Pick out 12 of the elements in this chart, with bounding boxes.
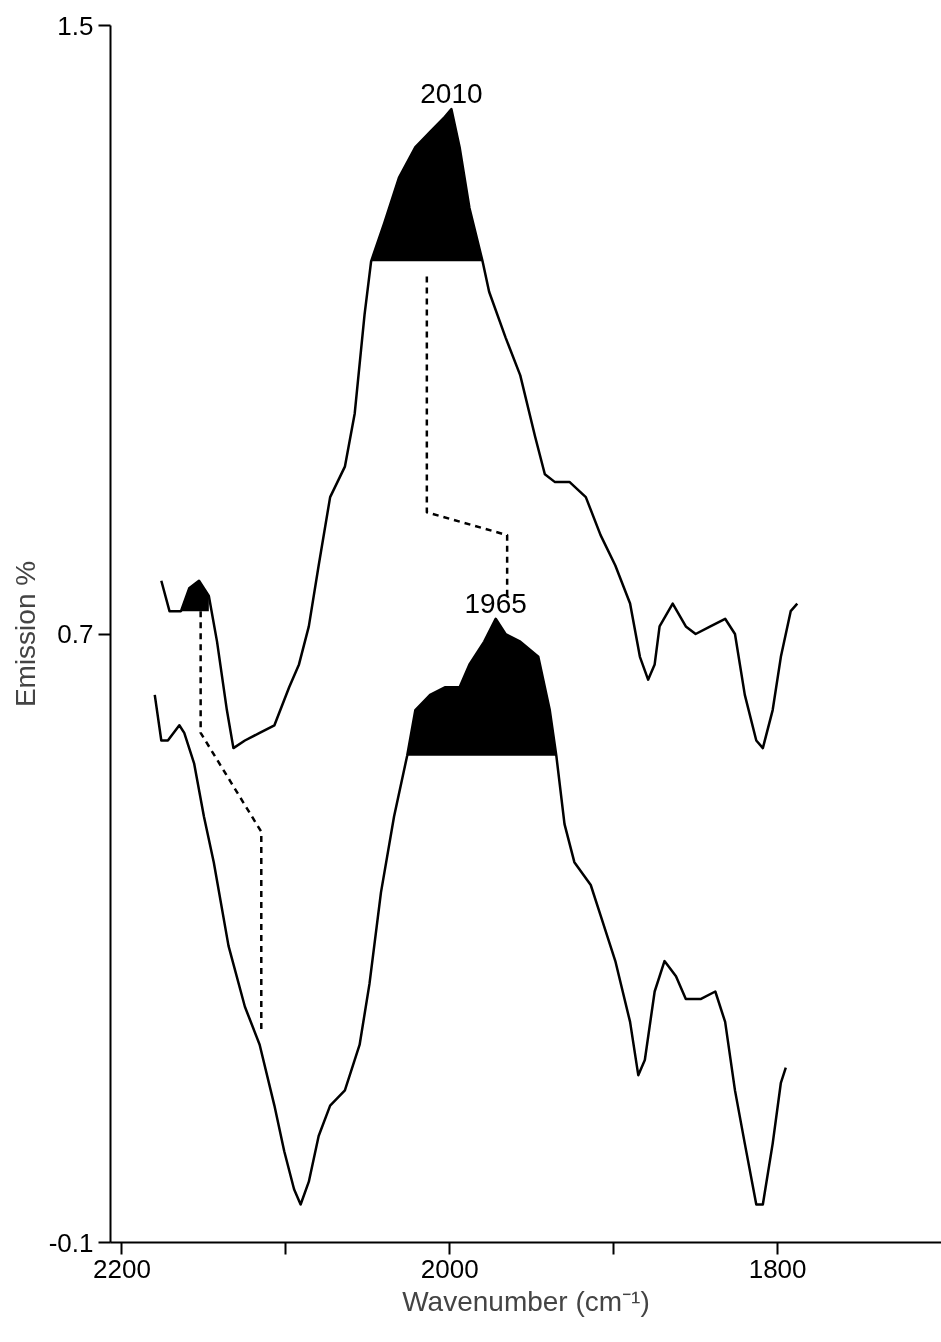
x-tick-label: 2000: [420, 1253, 479, 1284]
x-tick-label: 2200: [93, 1253, 151, 1284]
y-tick-label: 1.5: [57, 10, 94, 41]
y-tick-label: -0.1: [48, 1227, 94, 1258]
annotation: 1965: [464, 587, 527, 619]
line-series: [153, 617, 788, 1206]
line-series: [160, 107, 799, 750]
y-tick-label: 0.7: [57, 619, 94, 649]
annotation: 2010: [420, 78, 483, 110]
x-tick-label: 1800: [748, 1253, 807, 1284]
x-axis-title: Wavenumber (cm⁻¹): [402, 1285, 650, 1317]
y-axis-title: Emission %: [9, 560, 41, 708]
